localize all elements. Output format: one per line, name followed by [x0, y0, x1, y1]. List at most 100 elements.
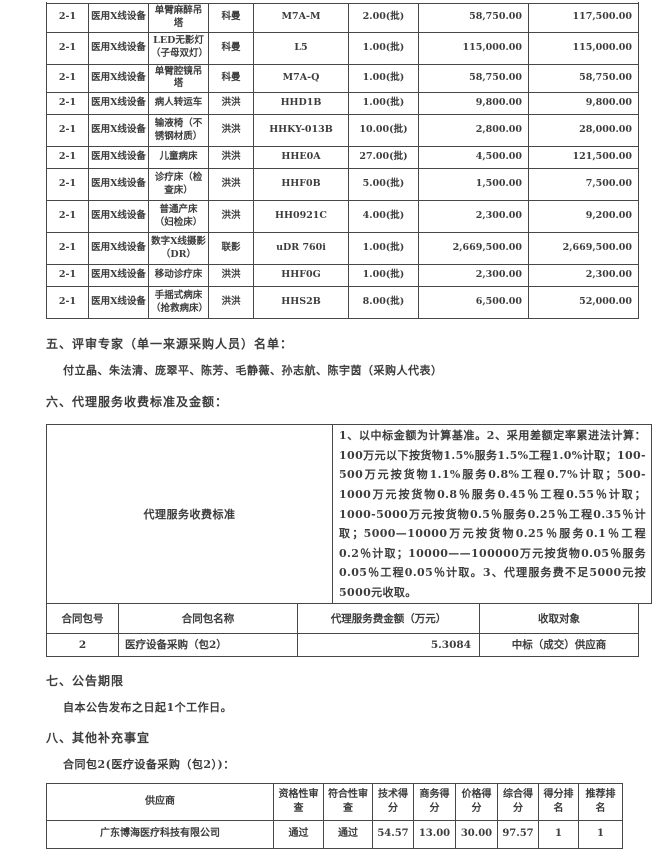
cell-total-price: 115,000.00: [528, 31, 639, 65]
cell-model: HHS2B: [253, 286, 349, 320]
table-row: 2-1 医用X线设备 输液椅（不锈钢材质） 洪洪 HHKY-013B 10.00…: [46, 114, 639, 148]
cell-item-name: 普通产床（妇检床）: [148, 200, 209, 234]
cell-contract-package-no: 2: [46, 632, 119, 657]
cell-package: 2-1: [46, 114, 89, 148]
table-row: 2-1 医用X线设备 LED无影灯（子母双灯） 科曼 L5 1.00(批) 11…: [46, 31, 639, 65]
table-row: 广东博海医疗科技有限公司 通过 通过 54.57 13.00 30.00 97.…: [46, 819, 623, 849]
cell-fee-payer: 中标（成交）供应商: [479, 632, 639, 657]
cell-brand: 科曼: [208, 31, 254, 65]
header-business-score: 商务得分: [413, 782, 456, 821]
cell-model: HH0921C: [253, 200, 349, 234]
cell-unit-price: 6,500.00: [418, 286, 529, 320]
cell-agency-fee-amount: 5.3084: [297, 632, 480, 657]
cell-unit-price: 9,800.00: [418, 92, 529, 116]
table-row: 2-1 医用X线设备 病人转运车 洪洪 HHD1B 1.00(批) 9,800.…: [46, 92, 639, 116]
cell-total-price: 9,200.00: [528, 200, 639, 234]
cell-unit-price: 2,300.00: [418, 264, 529, 288]
table-row: 2-1 医用X线设备 移动诊疗床 洪洪 HHF0G 1.00(批) 2,300.…: [46, 264, 639, 288]
header-score-rank: 得分排名: [538, 782, 579, 821]
table-row: 2-1 医用X线设备 单臂麻醉吊塔 科曼 M7A-M 2.00(批) 58,75…: [46, 3, 639, 33]
header-conformity-review: 符合性审查: [323, 782, 373, 821]
cell-model: L5: [253, 31, 349, 65]
cell-category: 医用X线设备: [88, 286, 149, 320]
cell-item-name: 数字X线摄影（DR）: [148, 232, 209, 266]
cell-brand: 联影: [208, 232, 254, 266]
cell-unit-price: 4,500.00: [418, 146, 529, 170]
suppliers-table: 供应商 资格性审查 符合性审查 技术得分 商务得分 价格得分 综合得分 得分排名…: [46, 782, 623, 849]
cell-model: M7A-M: [253, 3, 349, 33]
table-header-row: 供应商 资格性审查 符合性审查 技术得分 商务得分 价格得分 综合得分 得分排名…: [46, 782, 623, 821]
cell-brand: 洪洪: [208, 264, 254, 288]
cell-recommend-rank: 1: [578, 819, 623, 849]
cell-total-price: 121,500.00: [528, 146, 639, 170]
cell-item-name: 病人转运车: [148, 92, 209, 116]
cell-total-price: 58,750.00: [528, 63, 639, 94]
cell-brand: 洪洪: [208, 114, 254, 148]
cell-package: 2-1: [46, 168, 89, 202]
cell-model: HHE0A: [253, 146, 349, 170]
cell-technical-score: 54.57: [372, 819, 414, 849]
cell-quantity: 2.00(批): [348, 3, 419, 33]
table-row: 2-1 医用X线设备 诊疗床（检查床） 洪洪 HHF0B 5.00(批) 1,5…: [46, 168, 639, 202]
header-technical-score: 技术得分: [372, 782, 414, 821]
cell-package: 2-1: [46, 286, 89, 320]
other-contract-package-text: 合同包2(医疗设备采购（包2）)：: [63, 757, 235, 771]
cell-unit-price: 1,500.00: [418, 168, 529, 202]
document-content: 2-1 医用X线设备 单臂麻醉吊塔 科曼 M7A-M 2.00(批) 58,75…: [46, 2, 652, 849]
section-heading-agency-fee: 六、代理服务收费标准及金额：: [46, 395, 229, 410]
cell-brand: 洪洪: [208, 286, 254, 320]
section-heading-experts: 五、评审专家（单一来源采购人员）名单：: [46, 337, 294, 352]
cell-category: 医用X线设备: [88, 92, 149, 116]
cell-category: 医用X线设备: [88, 146, 149, 170]
cell-overall-score: 97.57: [497, 819, 539, 849]
cell-brand: 洪洪: [208, 200, 254, 234]
cell-package: 2-1: [46, 200, 89, 234]
cell-item-name: LED无影灯（子母双灯）: [148, 31, 209, 65]
cell-item-name: 输液椅（不锈钢材质）: [148, 114, 209, 148]
cell-item-name: 儿童病床: [148, 146, 209, 170]
cell-package: 2-1: [46, 146, 89, 170]
table-row: 2-1 医用X线设备 普通产床（妇检床） 洪洪 HH0921C 4.00(批) …: [46, 200, 639, 234]
header-qualification-review: 资格性审查: [273, 782, 324, 821]
cell-total-price: 7,500.00: [528, 168, 639, 202]
cell-category: 医用X线设备: [88, 264, 149, 288]
cell-model: HHD1B: [253, 92, 349, 116]
cell-unit-price: 58,750.00: [418, 3, 529, 33]
cell-unit-price: 2,800.00: [418, 114, 529, 148]
cell-unit-price: 2,300.00: [418, 200, 529, 234]
table-row: 2-1 医用X线设备 单臂腔镜吊塔 科曼 M7A-Q 1.00(批) 58,75…: [46, 63, 639, 94]
cell-quantity: 4.00(批): [348, 200, 419, 234]
cell-total-price: 2,300.00: [528, 264, 639, 288]
cell-quantity: 8.00(批): [348, 286, 419, 320]
header-contract-package-name: 合同包名称: [118, 602, 298, 634]
fee-standard-text: 1、以中标金额为计算基准。2、采用差额定率累进法计算：100万元以下按货物1.5…: [332, 424, 652, 604]
cell-total-price: 2,669,500.00: [528, 232, 639, 266]
cell-package: 2-1: [46, 264, 89, 288]
cell-category: 医用X线设备: [88, 114, 149, 148]
header-recommend-rank: 推荐排名: [578, 782, 623, 821]
cell-item-name: 诊疗床（检查床）: [148, 168, 209, 202]
cell-supplier: 广东博海医疗科技有限公司: [46, 819, 274, 849]
cell-unit-price: 2,669,500.00: [418, 232, 529, 266]
cell-quantity: 27.00(批): [348, 146, 419, 170]
cell-category: 医用X线设备: [88, 3, 149, 33]
header-overall-score: 综合得分: [497, 782, 539, 821]
header-price-score: 价格得分: [455, 782, 498, 821]
cell-unit-price: 115,000.00: [418, 31, 529, 65]
header-agency-fee-amount: 代理服务费金额（万元）: [297, 602, 480, 634]
cell-quantity: 1.00(批): [348, 264, 419, 288]
cell-business-score: 13.00: [413, 819, 456, 849]
fee-standard-label: 代理服务收费标准: [46, 424, 333, 604]
table-row: 2-1 医用X线设备 儿童病床 洪洪 HHE0A 27.00(批) 4,500.…: [46, 146, 639, 170]
cell-item-name: 手摇式病床（抢救病床）: [148, 286, 209, 320]
cell-quantity: 1.00(批): [348, 232, 419, 266]
cell-package: 2-1: [46, 63, 89, 94]
cell-total-price: 52,000.00: [528, 286, 639, 320]
cell-contract-package-name: 医疗设备采购（包2）: [118, 632, 298, 657]
cell-unit-price: 58,750.00: [418, 63, 529, 94]
header-fee-payer: 收取对象: [479, 602, 639, 634]
cell-brand: 洪洪: [208, 92, 254, 116]
cell-package: 2-1: [46, 232, 89, 266]
cell-qualification-review: 通过: [273, 819, 324, 849]
